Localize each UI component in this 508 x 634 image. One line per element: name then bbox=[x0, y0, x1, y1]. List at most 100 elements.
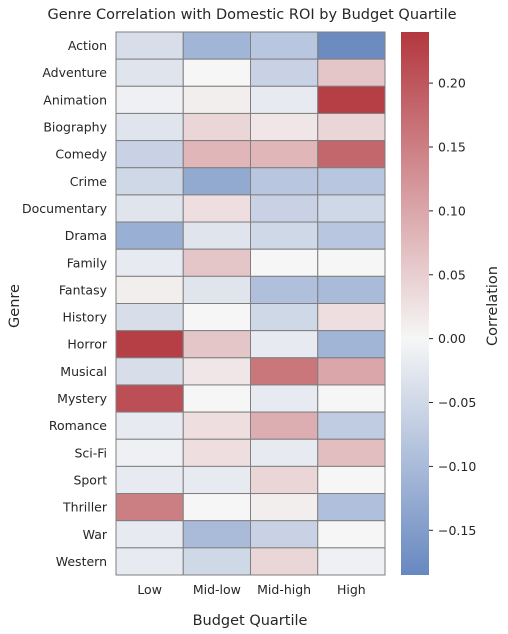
heatmap-cell-western-mid-high bbox=[250, 547, 319, 576]
x-tick-label: High bbox=[337, 582, 366, 597]
y-tick-label: War bbox=[83, 527, 108, 542]
heatmap-cell-drama-mid-low bbox=[182, 221, 251, 250]
heatmap-cell-biography-low bbox=[115, 112, 184, 142]
heatmap-cell-horror-low bbox=[115, 330, 184, 359]
colorbar-tick-label: 0.10 bbox=[438, 203, 466, 218]
y-tick-label: Horror bbox=[67, 337, 107, 352]
heatmap-cell-comedy-low bbox=[115, 140, 184, 169]
heatmap-cell-sci-fi-low bbox=[115, 438, 184, 467]
heatmap-cell-thriller-mid-low bbox=[182, 493, 251, 522]
heatmap-cell-fantasy-high bbox=[317, 275, 386, 305]
heatmap-cell-drama-low bbox=[115, 221, 184, 250]
heatmap-cell-documentary-mid-low bbox=[182, 194, 251, 223]
y-axis-label: Genre bbox=[7, 284, 23, 328]
heatmap-cell-drama-high bbox=[317, 221, 386, 250]
heatmap-cell-sport-low bbox=[115, 465, 184, 495]
colorbar-tick-label: 0.15 bbox=[438, 139, 466, 154]
heatmap-cell-war-high bbox=[317, 520, 386, 549]
heatmap-cell-crime-mid-low bbox=[182, 167, 251, 196]
heatmap-cell-war-low bbox=[115, 520, 184, 549]
heatmap-cell-romance-low bbox=[115, 411, 184, 440]
heatmap-cell-documentary-low bbox=[115, 194, 184, 223]
heatmap-cell-sport-mid-high bbox=[250, 465, 319, 495]
heatmap-cell-fantasy-mid-high bbox=[250, 275, 319, 305]
heatmap-cell-mystery-mid-high bbox=[250, 384, 319, 413]
y-tick-labels: Action Adventure Animation Biography Comedy C… bbox=[22, 38, 108, 569]
heatmap-cell-action-mid-high bbox=[250, 31, 319, 60]
y-tick-label: Action bbox=[68, 38, 107, 53]
heatmap-cell-sport-mid-low bbox=[182, 465, 251, 495]
heatmap-cell-documentary-high bbox=[317, 194, 386, 223]
y-tick-label: Biography bbox=[43, 120, 107, 135]
x-tick-label: Mid-low bbox=[193, 582, 241, 597]
heatmap-cell-action-mid-low bbox=[182, 31, 251, 60]
heatmap-cell-action-high bbox=[317, 31, 386, 60]
heatmap-cell-adventure-mid-high bbox=[250, 58, 319, 87]
heatmap-cell-mystery-mid-low bbox=[182, 384, 251, 413]
heatmap-cell-romance-mid-low bbox=[182, 411, 251, 440]
heatmap-cell-adventure-high bbox=[317, 58, 386, 87]
heatmap-cell-musical-mid-low bbox=[182, 357, 251, 386]
heatmap-cell-mystery-low bbox=[115, 384, 184, 413]
y-tick-label: Musical bbox=[60, 364, 107, 379]
heatmap-cell-sci-fi-high bbox=[317, 438, 386, 467]
heatmap-cell-animation-low bbox=[115, 85, 184, 114]
heatmap-cell-drama-mid-high bbox=[250, 221, 319, 250]
heatmap-cell-adventure-mid-low bbox=[182, 58, 251, 87]
heatmap-cell-animation-high bbox=[317, 85, 386, 114]
heatmap-cell-horror-mid-high bbox=[250, 330, 319, 359]
heatmap-cell-history-low bbox=[115, 303, 184, 332]
heatmap-cell-musical-mid-high bbox=[250, 357, 319, 386]
heatmap-cell-history-mid-high bbox=[250, 303, 319, 332]
heatmap-cell-family-high bbox=[317, 248, 386, 277]
heatmap-cell-animation-mid-high bbox=[250, 85, 319, 114]
colorbar-tick-label: 0.05 bbox=[438, 267, 466, 282]
colorbar-tick-label: −0.15 bbox=[438, 523, 476, 538]
colorbar-tick-label: 0.00 bbox=[438, 331, 466, 346]
y-tick-label: Documentary bbox=[22, 201, 108, 216]
heatmap-cell-history-high bbox=[317, 303, 386, 332]
heatmap-cell-documentary-mid-high bbox=[250, 194, 319, 223]
heatmap-cell-comedy-mid-low bbox=[182, 140, 251, 169]
heatmap-cell-comedy-high bbox=[317, 140, 386, 169]
heatmap-cell-fantasy-mid-low bbox=[182, 275, 251, 305]
heatmap-cell-western-mid-low bbox=[182, 547, 251, 576]
heatmap-cell-western-low bbox=[115, 547, 184, 576]
y-tick-label: Family bbox=[67, 255, 108, 270]
heatmap-cells bbox=[115, 31, 386, 576]
chart-title: Genre Correlation with Domestic ROI by B… bbox=[47, 7, 456, 23]
colorbar-tick-label: −0.05 bbox=[438, 395, 476, 410]
heatmap-cell-thriller-mid-high bbox=[250, 493, 319, 522]
heatmap-cell-family-low bbox=[115, 248, 184, 277]
heatmap-cell-war-mid-low bbox=[182, 520, 251, 549]
heatmap-cell-romance-high bbox=[317, 411, 386, 440]
heatmap-cell-horror-mid-low bbox=[182, 330, 251, 359]
heatmap-cell-fantasy-low bbox=[115, 275, 184, 305]
colorbar-label: Correlation bbox=[485, 266, 501, 346]
x-tick-label: Low bbox=[137, 582, 162, 597]
heatmap-cell-biography-high bbox=[317, 112, 386, 142]
colorbar-tick-label: −0.10 bbox=[438, 459, 476, 474]
y-tick-label: Drama bbox=[65, 228, 107, 243]
y-tick-label: Crime bbox=[70, 174, 108, 189]
heatmap-cell-horror-high bbox=[317, 330, 386, 359]
y-tick-label: History bbox=[63, 310, 108, 325]
heatmap-cell-biography-mid-low bbox=[182, 112, 251, 142]
heatmap-cell-history-mid-low bbox=[182, 303, 251, 332]
heatmap-cell-sport-high bbox=[317, 465, 386, 495]
y-tick-label: Thriller bbox=[62, 500, 108, 515]
y-tick-label: Fantasy bbox=[59, 282, 108, 297]
heatmap-cell-thriller-low bbox=[115, 493, 184, 522]
heatmap-cell-sci-fi-mid-low bbox=[182, 438, 251, 467]
y-tick-label: Adventure bbox=[42, 65, 107, 80]
y-tick-label: Romance bbox=[49, 418, 107, 433]
heatmap-cell-crime-mid-high bbox=[250, 167, 319, 196]
y-tick-label: Sci-Fi bbox=[74, 445, 107, 460]
y-tick-label: Western bbox=[56, 554, 107, 569]
colorbar bbox=[401, 32, 429, 575]
y-tick-label: Mystery bbox=[57, 391, 107, 406]
heatmap-cell-musical-high bbox=[317, 357, 386, 386]
heatmap-cell-crime-high bbox=[317, 167, 386, 196]
heatmap-cell-musical-low bbox=[115, 357, 184, 386]
heatmap-cell-western-high bbox=[317, 547, 386, 576]
